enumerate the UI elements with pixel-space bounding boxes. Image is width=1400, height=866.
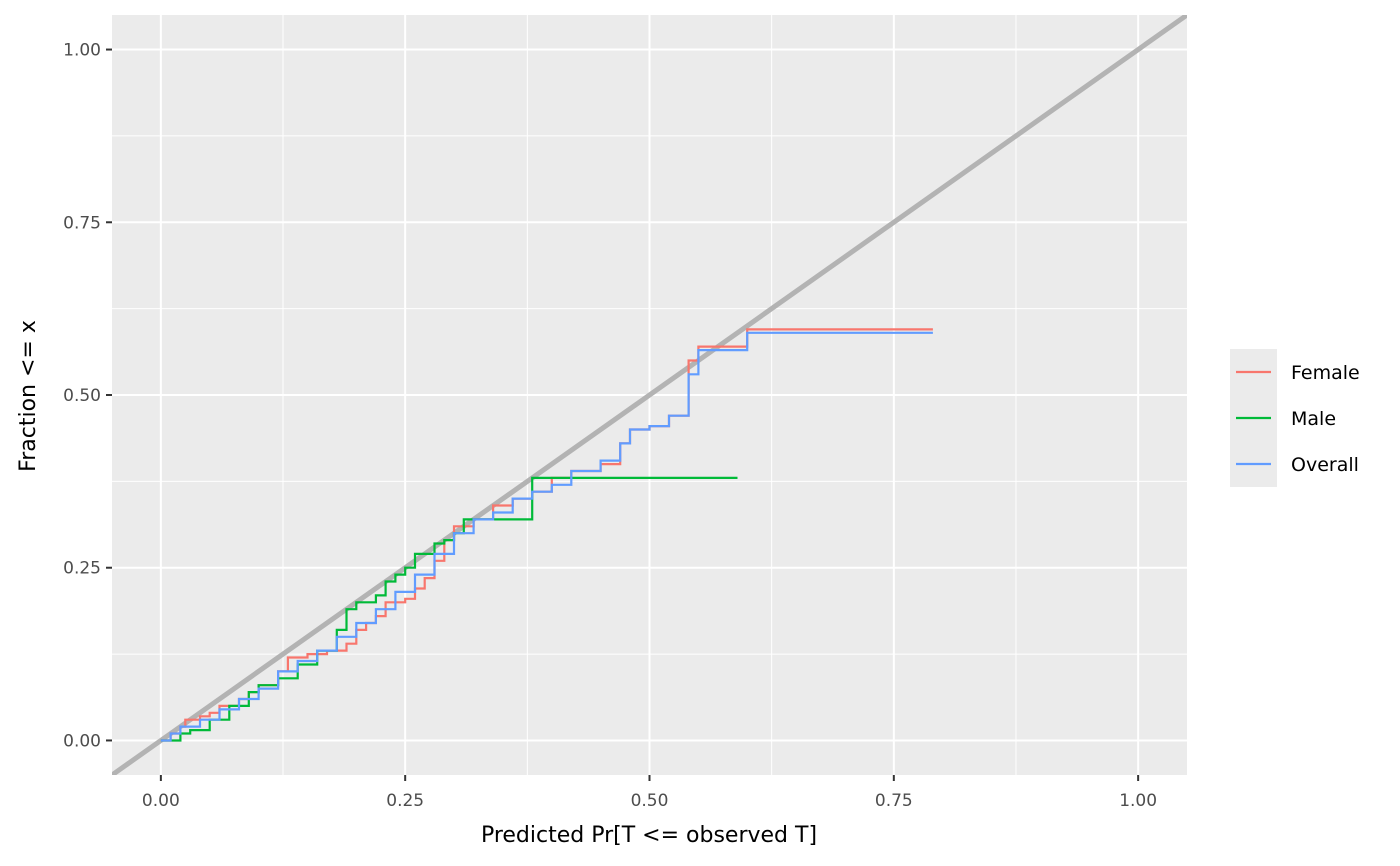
series-line-overall	[160, 331, 933, 742]
y-tick-label: 0.50	[63, 386, 101, 406]
x-tick-label: 0.50	[631, 791, 669, 811]
y-tick-label: 0.25	[63, 559, 101, 579]
legend-label-male: Male	[1291, 408, 1336, 430]
x-axis-title: Predicted Pr[T <= observed T]	[481, 823, 817, 848]
legend-label-female: Female	[1291, 362, 1360, 384]
y-tick-label: 0.75	[63, 213, 101, 233]
y-tick-label: 1.00	[63, 41, 101, 61]
x-tick-label: 0.75	[875, 791, 913, 811]
y-axis-title: Fraction <= x	[16, 320, 41, 472]
identity-reference-line	[112, 15, 1187, 775]
x-axis-ticks: 0.00 0.25 0.50 0.75 1.00	[142, 775, 1157, 811]
legend: Female Male Overall	[1230, 349, 1360, 487]
x-tick-label: 1.00	[1119, 791, 1157, 811]
x-tick-label: 0.25	[386, 791, 424, 811]
legend-label-overall: Overall	[1291, 454, 1359, 476]
series-lines	[160, 328, 933, 742]
x-tick-label: 0.00	[142, 791, 180, 811]
y-axis-ticks: 0.00 0.25 0.50 0.75 1.00	[63, 41, 112, 751]
y-tick-label: 0.00	[63, 731, 101, 751]
